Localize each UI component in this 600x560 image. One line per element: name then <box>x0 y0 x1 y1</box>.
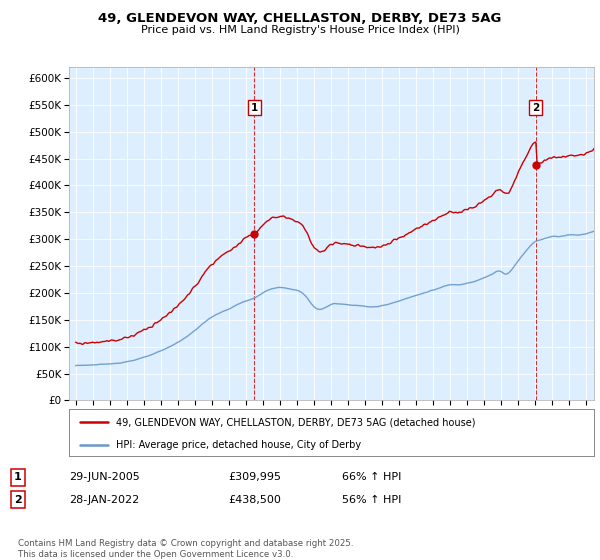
Text: 29-JUN-2005: 29-JUN-2005 <box>69 472 140 482</box>
Text: 56% ↑ HPI: 56% ↑ HPI <box>342 494 401 505</box>
Text: 2: 2 <box>14 494 22 505</box>
Text: Contains HM Land Registry data © Crown copyright and database right 2025.
This d: Contains HM Land Registry data © Crown c… <box>18 539 353 559</box>
Text: Price paid vs. HM Land Registry's House Price Index (HPI): Price paid vs. HM Land Registry's House … <box>140 25 460 35</box>
Text: 28-JAN-2022: 28-JAN-2022 <box>69 494 139 505</box>
Text: £438,500: £438,500 <box>228 494 281 505</box>
Text: 2: 2 <box>532 102 539 113</box>
Text: 1: 1 <box>14 472 22 482</box>
Text: 66% ↑ HPI: 66% ↑ HPI <box>342 472 401 482</box>
Text: HPI: Average price, detached house, City of Derby: HPI: Average price, detached house, City… <box>116 440 361 450</box>
Text: 49, GLENDEVON WAY, CHELLASTON, DERBY, DE73 5AG: 49, GLENDEVON WAY, CHELLASTON, DERBY, DE… <box>98 12 502 25</box>
Text: 49, GLENDEVON WAY, CHELLASTON, DERBY, DE73 5AG (detached house): 49, GLENDEVON WAY, CHELLASTON, DERBY, DE… <box>116 417 476 427</box>
Text: 1: 1 <box>251 102 258 113</box>
Text: £309,995: £309,995 <box>228 472 281 482</box>
